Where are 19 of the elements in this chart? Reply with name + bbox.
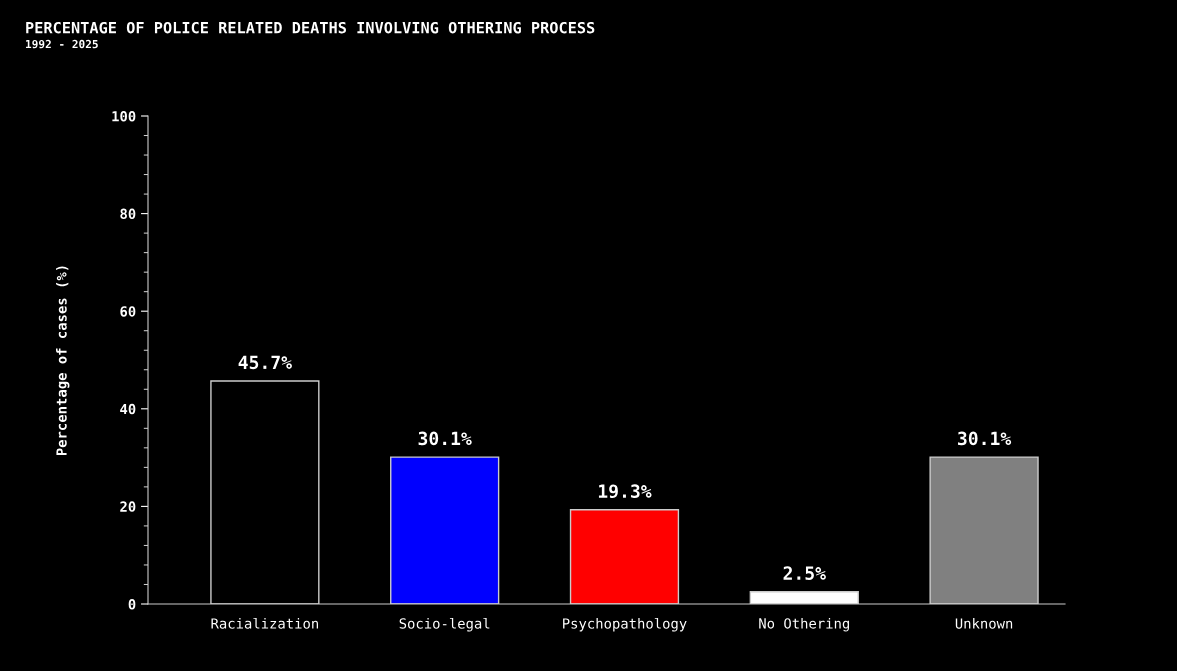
y-tick-label: 100: [112, 110, 136, 122]
data-label: 45.7%: [238, 355, 292, 370]
y-tick-label: 0: [128, 598, 136, 610]
data-label: 19.3%: [598, 484, 652, 499]
data-label: 30.1%: [958, 431, 1012, 446]
chart-title: PERCENTAGE OF POLICE RELATED DEATHS INVOLVING OTHERING PROCESS: [26, 21, 595, 34]
x-tick-label: Socio-legal: [399, 617, 490, 632]
x-tick-label: Racialization: [211, 617, 318, 629]
y-tick-label: 60: [120, 306, 136, 317]
x-tick-label: No Othering: [759, 617, 849, 632]
y-tick-label: 20: [120, 501, 136, 512]
x-tick-label: Unknown: [955, 617, 1013, 629]
y-axis-title: Percentage of cases (%): [56, 266, 70, 456]
data-label: 2.5%: [783, 566, 826, 580]
y-tick-label: 80: [120, 208, 136, 220]
chart-subtitle: 1992 - 2025: [26, 39, 98, 49]
y-tick-label: 40: [120, 403, 136, 415]
data-label: 30.1%: [418, 431, 472, 446]
x-tick-label: Psychopathology: [563, 617, 687, 632]
